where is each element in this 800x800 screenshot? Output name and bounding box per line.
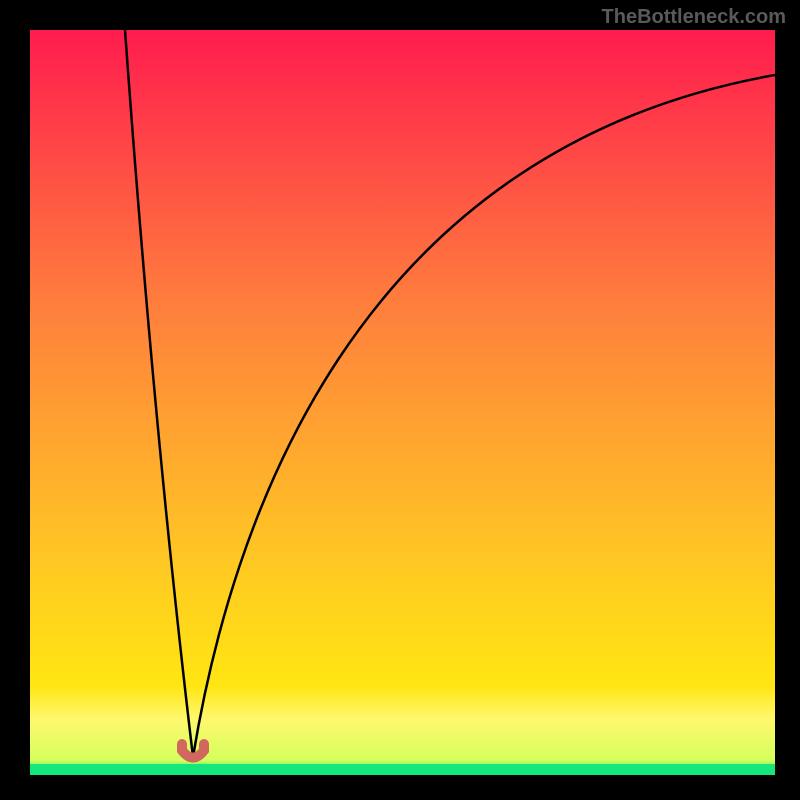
chart-plot-area <box>30 30 775 775</box>
curve-left-branch <box>125 30 193 757</box>
curve-right-branch <box>193 75 775 757</box>
curve-overlay <box>30 30 775 775</box>
watermark-text: TheBottleneck.com <box>602 6 786 29</box>
